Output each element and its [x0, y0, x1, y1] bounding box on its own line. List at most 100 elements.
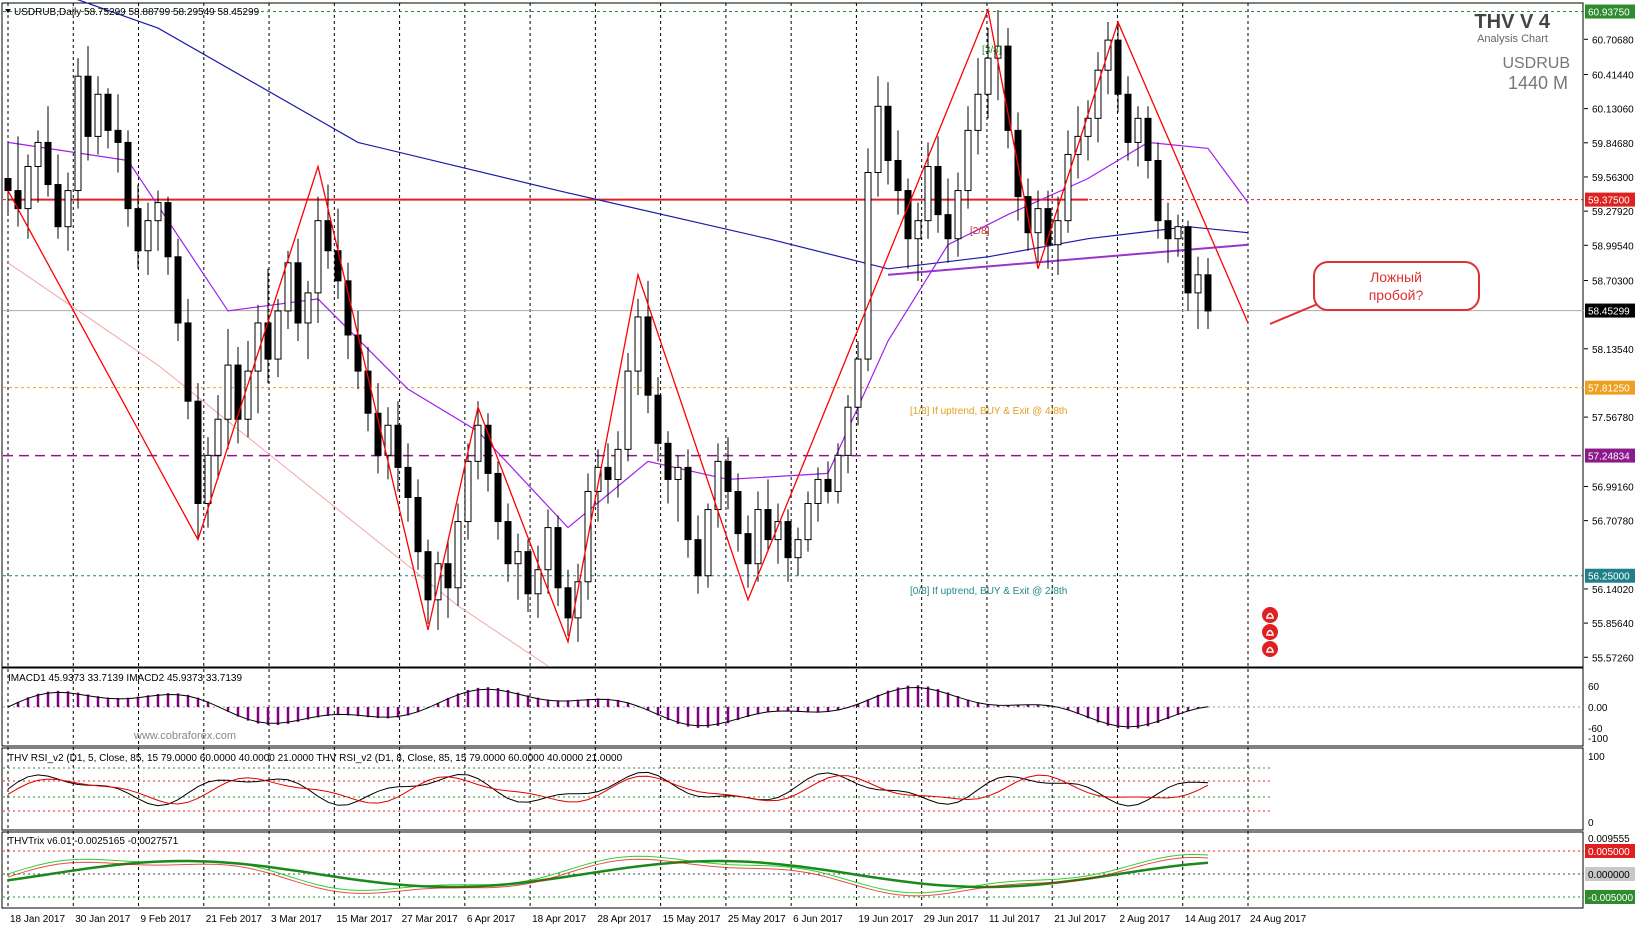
brand-subtitle: Analysis Chart [1477, 33, 1548, 45]
candle-body [204, 454, 212, 505]
candle-body [764, 509, 772, 541]
candle-body [864, 172, 872, 360]
candle-body [904, 190, 912, 240]
alert-bell-icon[interactable] [1262, 624, 1278, 640]
macd-tick-label: -60 [1588, 724, 1603, 735]
candle-body [484, 424, 492, 474]
price-axis: 60.70680 60.41440 60.13060 59.84680 59.56300… [1584, 35, 1634, 664]
candle-body [934, 165, 942, 216]
candle-body [944, 214, 952, 240]
candle-body [784, 521, 792, 559]
price-level-tag-label: 58.45299 [1588, 307, 1630, 318]
candle-body [974, 93, 982, 131]
candle-body [144, 220, 152, 252]
price-level-tags: 60.93750 59.37500 58.45299 57.81250 57.24834… [1585, 4, 1635, 583]
candle-body [924, 165, 932, 222]
candle-body [1124, 93, 1132, 143]
alert-bell-icon[interactable] [1262, 607, 1278, 623]
price-tick-label: 56.14020 [1592, 585, 1634, 596]
trix-label: THVTrix v6.01 -0.0025165 -0.0027571 [8, 836, 179, 847]
date-tick-label: 30 Jan 2017 [75, 914, 130, 925]
price-level-tag [1585, 568, 1635, 583]
candle-body [1134, 117, 1142, 143]
candle-body [1054, 220, 1062, 246]
candle-body [354, 334, 362, 372]
rsi-panel: 100 0 [3, 752, 1605, 829]
candle-body [964, 129, 972, 192]
price-tick-label: 60.70680 [1592, 35, 1634, 46]
price-tick-label: 60.41440 [1592, 70, 1634, 81]
candle-body [624, 370, 632, 450]
candle-body [274, 310, 282, 360]
date-tick-label: 18 Apr 2017 [532, 914, 586, 925]
candle-body [134, 208, 142, 252]
trix-tag [1585, 890, 1635, 904]
candle-body [824, 478, 832, 492]
candle-body [44, 141, 52, 186]
rsi-tick-label: 100 [1588, 752, 1605, 763]
price-level-tag [1585, 4, 1635, 19]
alert-bell-icon[interactable] [1262, 641, 1278, 657]
date-tick-label: 6 Jun 2017 [793, 914, 843, 925]
date-tick-label: 6 Apr 2017 [467, 914, 516, 925]
candle-body [184, 322, 192, 402]
candle-body [794, 539, 802, 559]
trix-tick-label: 0.009555 [1588, 834, 1630, 845]
candle-body [94, 93, 102, 137]
main-panel-frame [1, 2, 1584, 668]
candle-body [174, 256, 182, 324]
collapse-icon[interactable] [5, 9, 11, 13]
candle-body [894, 159, 902, 192]
candle-body [454, 521, 462, 589]
candle-body [544, 527, 552, 571]
candle-body [414, 496, 422, 553]
macd-signal-line [7, 686, 1209, 728]
ma-slow-line [76, 0, 1249, 270]
price-level-tag [1585, 303, 1635, 318]
candle-body [774, 521, 782, 541]
candle-body [1154, 159, 1162, 222]
trix-panel: 0.009555 0.005000 0.000000 -0.005000 [3, 834, 1635, 904]
callout-bubble [1313, 261, 1480, 311]
alert-icons[interactable] [1262, 607, 1278, 657]
candle-body [854, 358, 862, 408]
candle-body [1114, 39, 1122, 95]
candle-body [1104, 39, 1112, 71]
candle-body [594, 466, 602, 492]
candle-body [1184, 226, 1192, 294]
candle-body [1064, 153, 1072, 222]
candle-body [444, 563, 452, 589]
candle-body [514, 551, 522, 565]
murrey-buy4-label: [1/8] If uptrend, BUY & Exit @ 4/8th [910, 406, 1067, 417]
date-tick-label: 18 Jan 2017 [10, 914, 65, 925]
candle-body [104, 93, 112, 131]
candle-body [694, 539, 702, 577]
symbol-label: USDRUB [1502, 55, 1570, 72]
candle-body [344, 280, 352, 336]
price-level-tag [1585, 448, 1635, 463]
candle-body [24, 165, 32, 210]
candle-body [84, 75, 92, 137]
price-tick-label: 58.99540 [1592, 241, 1634, 252]
candle-body [294, 262, 302, 324]
price-tick-label: 59.84680 [1592, 139, 1634, 150]
zigzag-line [7, 7, 1249, 645]
candle-body [64, 190, 72, 228]
macd-label: IMACD1 45.9373 33.7139 IMACD2 45.9373 33… [8, 673, 242, 684]
callout-line-1: Ложный [1370, 269, 1422, 285]
candle-body [994, 45, 1002, 59]
trix-tag [1585, 844, 1635, 858]
macd-tick-label: 60 [1588, 682, 1600, 693]
price-level-tag-label: 57.81250 [1588, 384, 1630, 395]
candle-body [914, 220, 922, 240]
candle-body [384, 424, 392, 456]
trix-tick-label: 0.005000 [1588, 847, 1630, 858]
price-tick-label: 55.85640 [1592, 619, 1634, 630]
candle-body [74, 75, 82, 192]
price-tick-label: 59.27920 [1592, 207, 1634, 218]
candle-body [574, 581, 582, 619]
price-tick-label: 56.70780 [1592, 517, 1634, 528]
candle-body [644, 316, 652, 396]
candle-body [324, 220, 332, 252]
